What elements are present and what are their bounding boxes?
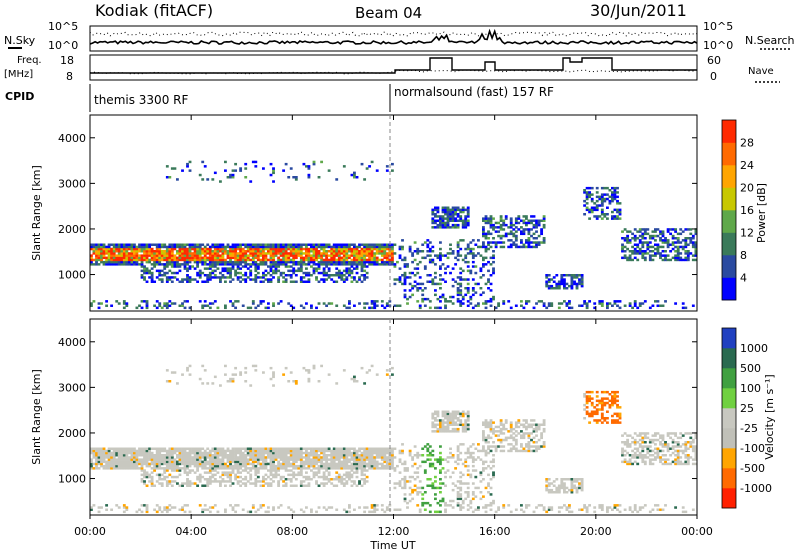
velocity-colorbar-tick-3: 25	[740, 402, 754, 415]
power-colorbar-swatch-0	[722, 277, 736, 301]
velocity-colorbar-tick-4: -25	[740, 422, 758, 435]
velocity-colorbar-tick-6: -500	[740, 462, 765, 475]
noise-sky-series	[89, 28, 698, 45]
nsky-label: N.Sky	[4, 34, 36, 47]
power-colorbar-label: Power [dB]	[755, 183, 768, 243]
velocity-colorbar-tick-0: 1000	[740, 342, 768, 355]
nave-label: Nave	[748, 66, 774, 77]
velocity-colorbar-tick-1: 500	[740, 362, 761, 375]
nsearch-label: N.Search	[745, 34, 795, 47]
xtick-label-0: 00:00	[74, 525, 106, 538]
xtick-label-1: 04:00	[175, 525, 207, 538]
noise-right-tick-top: 10^5	[703, 20, 733, 33]
power-colorbar-tick-5: 8	[740, 249, 747, 262]
velocity-colorbar-swatch-1	[722, 468, 736, 489]
power-colorbar-swatch-4	[722, 187, 736, 211]
velocity-colorbar-swatch-6	[722, 368, 736, 389]
power-ytick-label-3: 4000	[58, 132, 86, 145]
velocity-colorbar-swatch-0	[722, 488, 736, 509]
velocity-colorbar-swatch-8	[722, 328, 736, 349]
date-title: 30/Jun/2011	[590, 1, 687, 20]
freq-left-tick-bottom: 8	[66, 70, 73, 83]
time-axis: 00:00 04:00 08:00 12:00 16:00 20:00 00:00	[74, 115, 713, 538]
freq-left-tick-top: 18	[60, 54, 74, 67]
power-colorbar-tick-0: 28	[740, 137, 754, 150]
freq-unit-label: [MHz]	[4, 69, 33, 80]
xtick-label-6: 00:00	[681, 525, 713, 538]
power-heatmap	[90, 160, 698, 310]
freq-nave-panel: 18 8 60 0	[60, 54, 721, 83]
noise-search-series	[89, 31, 698, 37]
xtick-label-2: 08:00	[276, 525, 308, 538]
velocity-colorbar-swatch-4	[722, 408, 736, 429]
power-colorbar-tick-4: 12	[740, 227, 754, 240]
power-colorbar-tick-3: 16	[740, 204, 754, 217]
noise-panel: 10^5 10^0 10^5 10^0	[48, 20, 733, 52]
power-ytick-label-1: 2000	[58, 223, 86, 236]
freq-label: Freq.	[17, 55, 42, 66]
velocity-colorbar: 1000 500 100 25 -25 -100 -500 -1000	[721, 327, 772, 509]
beam-title: Beam 04	[355, 4, 422, 22]
cpid-mode-1: themis 3300 RF	[94, 93, 188, 107]
power-colorbar-tick-6: 4	[740, 272, 747, 285]
power-ytick-label-2: 3000	[58, 177, 86, 190]
power-colorbar: 28 24 20 16 12 8 4	[721, 119, 754, 301]
time-axis-label: Time UT	[369, 539, 415, 552]
velocity-ytick-label-3: 4000	[58, 336, 86, 349]
nave-right-tick-top: 60	[707, 54, 721, 67]
nave-series	[90, 57, 697, 74]
xtick-label-3: 12:00	[378, 525, 410, 538]
cpid-strip: themis 3300 RF normalsound (fast) 157 RF	[89, 84, 554, 112]
power-colorbar-swatch-6	[722, 142, 736, 166]
velocity-ytick-label-1: 2000	[58, 427, 86, 440]
power-panel: 1000 2000 3000 4000 Slant Range [km]	[30, 114, 698, 312]
power-ylabel: Slant Range [km]	[30, 165, 43, 261]
xtick-label-5: 20:00	[580, 525, 612, 538]
power-colorbar-swatch-7	[722, 120, 736, 143]
velocity-ylabel: Slant Range [km]	[30, 369, 43, 465]
nave-right-tick-bottom: 0	[710, 70, 717, 83]
power-colorbar-tick-1: 24	[740, 159, 754, 172]
power-colorbar-swatch-1	[722, 255, 736, 278]
noise-right-tick-bottom: 10^0	[703, 39, 733, 52]
velocity-colorbar-swatch-3	[722, 428, 736, 449]
velocity-colorbar-swatch-2	[722, 448, 736, 469]
power-ytick-label-0: 1000	[58, 269, 86, 282]
velocity-ytick-label-2: 3000	[58, 381, 86, 394]
station-title: Kodiak (fitACF)	[95, 1, 213, 20]
cpid-label: CPID	[5, 90, 34, 103]
velocity-panel: 1000 2000 3000 4000 Slant Range [km]	[30, 318, 698, 516]
power-colorbar-swatch-5	[722, 165, 736, 188]
velocity-colorbar-swatch-7	[722, 348, 736, 369]
xtick-label-4: 16:00	[479, 525, 511, 538]
power-colorbar-swatch-3	[722, 210, 736, 233]
power-colorbar-tick-2: 20	[740, 182, 754, 195]
power-colorbar-swatch-2	[722, 232, 736, 256]
velocity-colorbar-swatch-5	[722, 388, 736, 409]
velocity-colorbar-label: Velocity [m s⁻¹]	[763, 374, 776, 459]
velocity-ytick-label-0: 1000	[58, 473, 86, 486]
velocity-colorbar-tick-5: -100	[740, 442, 765, 455]
noise-left-tick-bottom: 10^0	[48, 39, 78, 52]
cpid-mode-2: normalsound (fast) 157 RF	[394, 85, 554, 99]
velocity-heatmap	[90, 364, 698, 514]
velocity-colorbar-tick-7: -1000	[740, 482, 772, 495]
noise-left-tick-top: 10^5	[48, 20, 78, 33]
velocity-colorbar-tick-2: 100	[740, 382, 761, 395]
